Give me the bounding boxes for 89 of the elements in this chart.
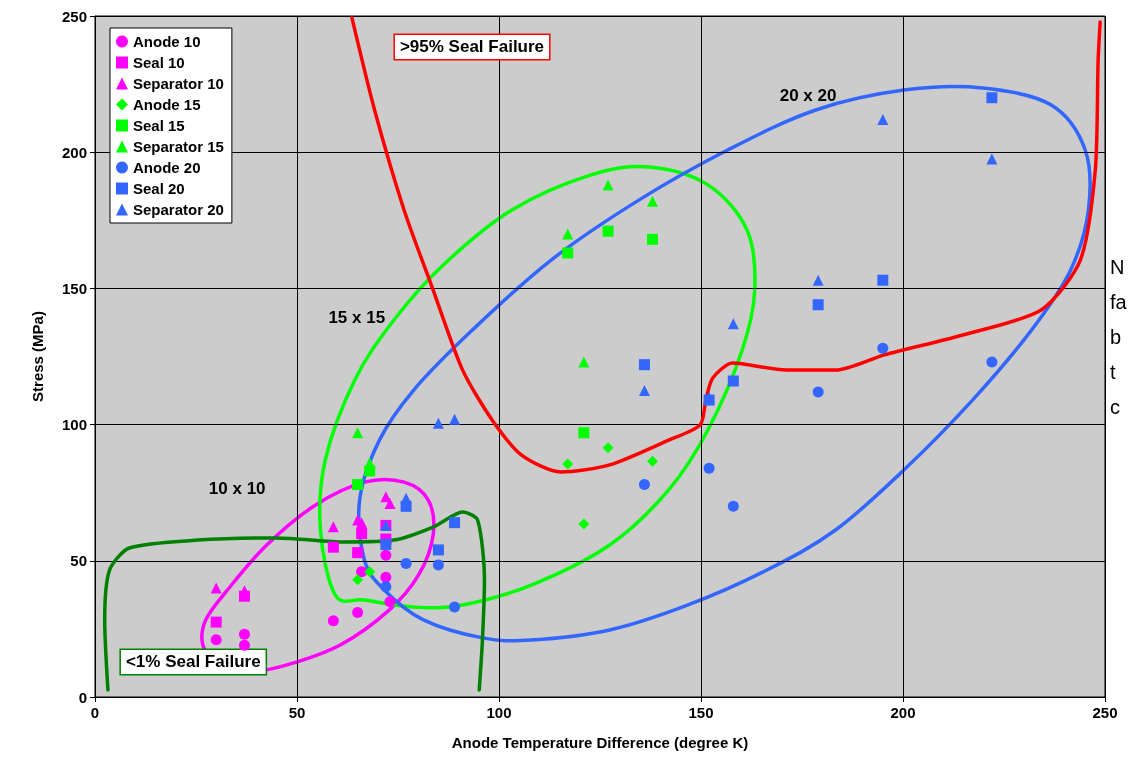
x-tick-label: 100: [486, 704, 512, 721]
line-series: [350, 16, 1102, 474]
y-axis-title: Stress (MPa): [29, 311, 46, 402]
point: [638, 385, 650, 397]
point: [986, 153, 998, 165]
point: [877, 274, 889, 286]
point: [352, 547, 364, 559]
point: [327, 615, 339, 627]
point: [812, 274, 824, 286]
point: [727, 500, 739, 512]
legend-label: Seal 10: [133, 54, 185, 71]
annotation: 10 x 10: [208, 478, 266, 499]
point: [356, 528, 368, 540]
point: [602, 179, 614, 191]
y-tick-label: 50: [70, 552, 87, 570]
x-tick-label: 50: [288, 704, 306, 721]
annotation: 20 x 20: [779, 86, 837, 107]
x-tick-label: 150: [688, 704, 714, 721]
y-tick-label: 250: [61, 7, 87, 25]
point: [602, 225, 614, 237]
point: [352, 574, 364, 586]
point: [210, 616, 222, 628]
point: [647, 233, 659, 245]
x-tick-label: 250: [1092, 704, 1118, 721]
legend-label: Anode 10: [133, 33, 201, 50]
y-tick-label: 100: [61, 416, 87, 434]
point: [638, 479, 650, 491]
point: [210, 634, 222, 646]
x-axis-title: Anode Temperature Difference (degree K): [451, 734, 749, 751]
point: [602, 442, 614, 454]
legend-label: Separator 20: [133, 201, 224, 218]
point: [638, 359, 650, 371]
point: [327, 541, 339, 553]
point: [238, 628, 250, 640]
y-tick-label: 0: [78, 688, 87, 706]
legend-label: Separator 10: [133, 75, 224, 92]
point: [727, 375, 739, 387]
legend-label: Seal 20: [133, 180, 185, 197]
point: [578, 356, 590, 368]
point: [562, 228, 574, 240]
point: [647, 455, 659, 467]
point: [380, 571, 392, 583]
point: [449, 601, 461, 613]
point: [432, 559, 444, 571]
point: [327, 521, 339, 533]
point: [352, 427, 364, 439]
point: [384, 596, 396, 608]
point: [578, 518, 590, 530]
point: [432, 417, 444, 429]
line-series: [102, 510, 487, 692]
point: [449, 517, 461, 529]
point: [400, 558, 412, 570]
point: [238, 639, 250, 651]
point: [352, 607, 364, 619]
point: [380, 549, 392, 561]
point: [449, 413, 461, 425]
series-label: <1% Seal Failure: [125, 652, 261, 672]
point: [812, 386, 824, 398]
point: [364, 566, 376, 578]
point: [432, 544, 444, 556]
x-tick-label: 200: [890, 704, 916, 721]
annotation: 15 x 15: [328, 308, 386, 329]
point: [562, 247, 574, 259]
legend-label: Anode 15: [133, 96, 201, 113]
point: [384, 498, 396, 510]
point: [986, 356, 998, 368]
point: [703, 462, 715, 474]
legend-label: Seal 15: [133, 117, 185, 134]
point: [812, 299, 824, 311]
point: [562, 458, 574, 470]
text: N fa b t c: [1110, 255, 1127, 420]
point: [400, 492, 412, 504]
point: [727, 318, 739, 330]
point: [210, 582, 222, 594]
point: [380, 538, 392, 550]
y-tick-label: 200: [61, 143, 87, 161]
legend-label: Anode 20: [133, 159, 201, 176]
point: [352, 479, 364, 491]
point: [877, 342, 889, 354]
point: [647, 195, 659, 207]
point: [877, 114, 889, 126]
y-tick-label: 150: [61, 279, 87, 297]
point: [578, 427, 590, 439]
point: [356, 517, 368, 529]
legend-label: Separator 15: [133, 138, 224, 155]
point: [986, 92, 998, 104]
point: [380, 581, 392, 593]
x-tick-label: 0: [90, 704, 100, 721]
text: >95% Seal Failure: [399, 37, 545, 57]
